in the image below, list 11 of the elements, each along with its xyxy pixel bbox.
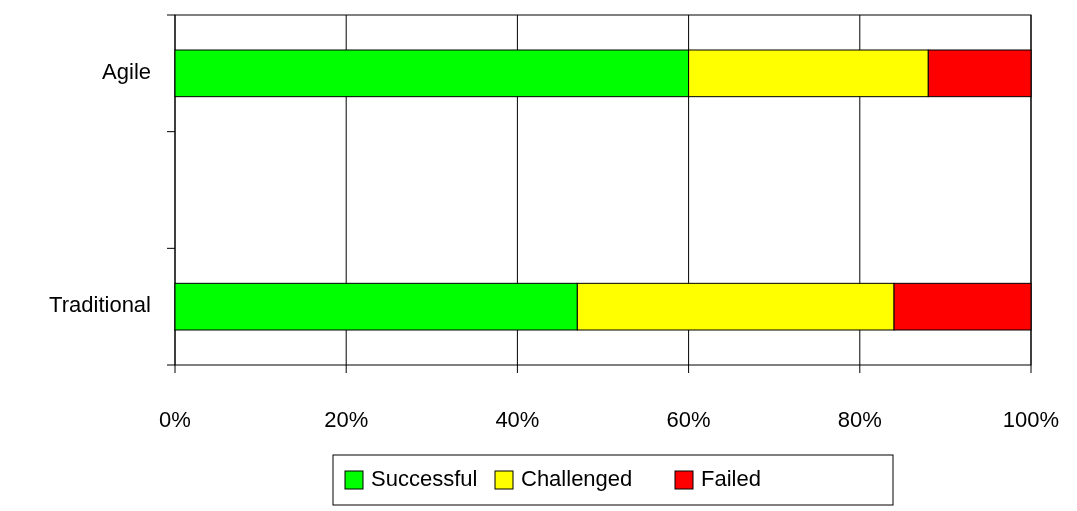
legend-label: Failed (701, 465, 761, 491)
x-tick-label: 60% (666, 407, 711, 432)
x-tick-label: 0% (159, 407, 191, 432)
legend-label: Successful (371, 465, 478, 491)
x-tick-label: 100% (1002, 407, 1060, 432)
x-tick-label: 80% (837, 407, 882, 432)
legend-label: Challenged (521, 465, 633, 491)
y-tick-label: Agile (102, 59, 151, 85)
x-tick-label: 20% (324, 407, 369, 432)
y-tick-label: Traditional (49, 292, 151, 318)
x-tick-label: 40% (495, 407, 540, 432)
